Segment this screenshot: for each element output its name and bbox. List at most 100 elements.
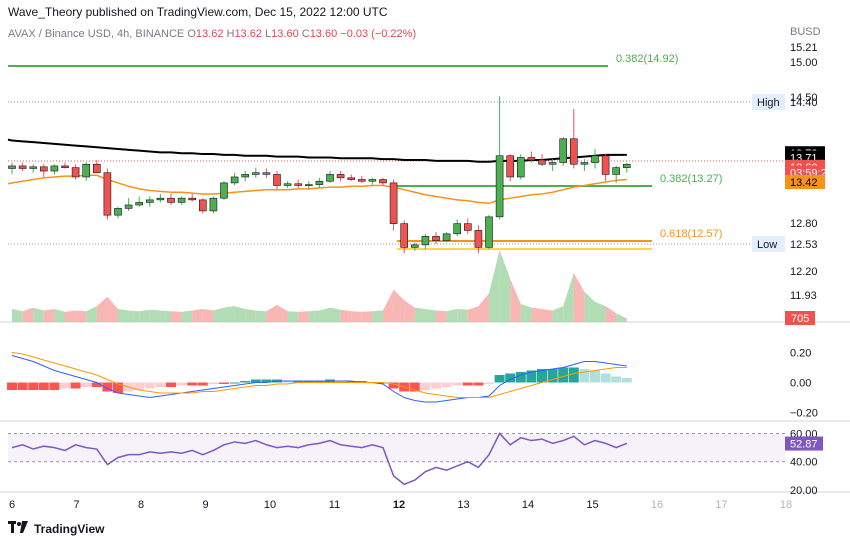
- macd-histogram-bar: [282, 381, 293, 383]
- quote-currency-label: BUSD: [790, 26, 821, 38]
- volume-area-segment: [457, 309, 468, 322]
- volume-area-segment: [446, 309, 458, 322]
- volume-label: 705: [791, 313, 809, 325]
- time-axis-tick: 11: [329, 499, 340, 511]
- candle-body: [61, 165, 69, 168]
- candle-body: [453, 223, 462, 235]
- price-label: 13.42: [790, 177, 818, 189]
- macd-histogram-bar: [537, 369, 547, 383]
- volume-area-segment: [139, 309, 150, 322]
- price-axis-tick: 15.00: [790, 57, 818, 69]
- candle-body: [347, 177, 356, 180]
- macd-histogram-bar: [240, 381, 251, 383]
- volume-area-segment: [181, 310, 193, 322]
- volume-area-segment: [255, 310, 267, 322]
- volume-area-segment: [277, 304, 288, 322]
- volume-area-segment: [584, 291, 595, 322]
- tradingview-branding[interactable]: TradingView: [8, 521, 104, 536]
- macd-histogram-bar: [303, 381, 314, 383]
- macd-histogram-bar: [452, 382, 463, 386]
- candle-body: [548, 162, 557, 165]
- macd-histogram-bar: [611, 376, 622, 383]
- macd-histogram-bar: [505, 373, 516, 383]
- candle-body: [50, 165, 59, 172]
- macd-histogram-bar: [600, 373, 611, 383]
- tradingview-brand-text: TradingView: [34, 521, 105, 536]
- candle-body: [516, 157, 525, 178]
- macd-histogram-bar: [187, 382, 198, 386]
- macd-histogram-bar: [409, 382, 420, 392]
- candle-body: [432, 236, 440, 241]
- ohlc-key: H: [223, 28, 235, 40]
- price-axis-tick: 12.20: [790, 266, 818, 278]
- volume-area-segment: [478, 293, 489, 322]
- candle-body: [71, 167, 80, 178]
- candle-body: [569, 138, 578, 165]
- time-axis-tick: 8: [138, 499, 144, 511]
- candle-body: [591, 155, 599, 163]
- rsi-axis-tick: 20.00: [790, 485, 818, 497]
- macd-histogram-bar: [346, 381, 357, 383]
- volume-area-segment: [54, 309, 65, 322]
- ohlc-key: L: [261, 28, 272, 40]
- volume-area-segment: [542, 309, 553, 322]
- hl-label-bg: [752, 94, 785, 110]
- macd-histogram-bar: [102, 382, 113, 392]
- macd-histogram-bar: [113, 382, 123, 393]
- macd-histogram-bar: [388, 382, 399, 389]
- macd-histogram-bar: [81, 382, 92, 387]
- volume-area-segment: [96, 296, 108, 322]
- candle-body: [146, 199, 154, 203]
- volume-area-segment: [616, 313, 627, 322]
- candle-body: [463, 223, 472, 231]
- rsi-line: [11, 432, 628, 486]
- candle-body: [326, 174, 334, 182]
- candle-body: [389, 182, 398, 224]
- macd-axis-tick: 0.00: [790, 378, 811, 390]
- time-axis-tick: 7: [73, 499, 79, 511]
- candle-body: [368, 179, 377, 182]
- macd-histogram-bar: [166, 382, 176, 387]
- candle-body: [379, 179, 387, 184]
- macd-histogram-bar: [7, 382, 17, 390]
- price-axis-tick: 11.93: [790, 290, 817, 302]
- hl-label: High: [757, 97, 780, 109]
- volume-area-segment: [340, 309, 352, 322]
- candle-body: [262, 172, 271, 175]
- ohlc-values: O13.62 H13.62 L13.60 C13.60: [187, 28, 337, 40]
- macd-signal-line: [11, 352, 627, 398]
- volume-area-segment: [128, 310, 140, 322]
- volume-area-segment: [308, 310, 320, 322]
- volume-area-segment: [192, 309, 203, 322]
- candle-body: [538, 159, 546, 165]
- candle-body: [273, 174, 281, 186]
- volume-area-segment: [266, 304, 277, 322]
- macd-histogram-bar: [431, 382, 441, 389]
- symbol-name: AVAX / Binance USD, 4h, BINANCE: [8, 28, 185, 40]
- macd-histogram-bar: [526, 370, 537, 383]
- candle-body: [421, 236, 430, 246]
- price-axis-tick: 14.50: [790, 92, 818, 104]
- candle-body: [400, 223, 409, 248]
- macd-histogram-bar: [134, 382, 145, 390]
- candle-body: [156, 197, 165, 201]
- volume-area-segment: [425, 309, 436, 322]
- volume-area-segment: [107, 296, 118, 322]
- candle-body: [230, 176, 239, 184]
- volume-area-segment: [86, 306, 97, 322]
- macd-histogram-bar: [38, 382, 49, 390]
- candle-body: [304, 184, 313, 186]
- volume-area-segment: [149, 309, 161, 322]
- volume-area-segment: [351, 311, 362, 322]
- macd-histogram-bar: [356, 381, 367, 383]
- macd-histogram-bar: [494, 375, 505, 383]
- volume-area-segment: [202, 309, 214, 322]
- volume-area-segment: [383, 289, 394, 322]
- macd-histogram-bar: [28, 382, 39, 390]
- rsi-label-bg: [785, 436, 823, 451]
- hl-label-bg: [752, 236, 785, 252]
- candle-body: [410, 244, 419, 248]
- ema-short-line: [7, 174, 627, 205]
- volume-area-segment: [467, 306, 479, 322]
